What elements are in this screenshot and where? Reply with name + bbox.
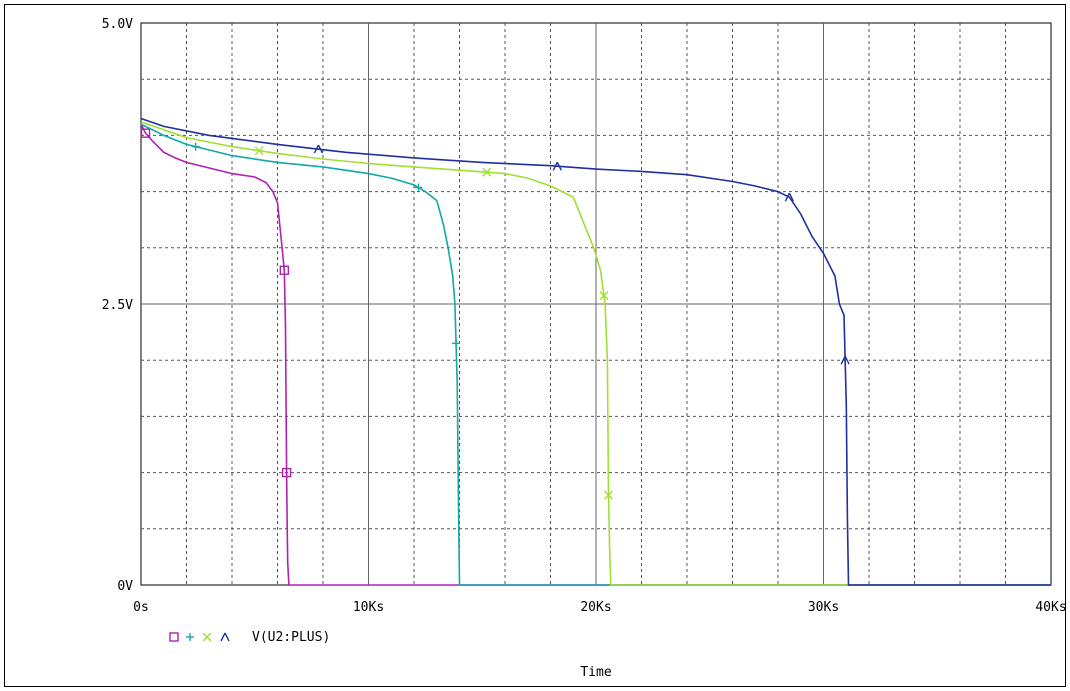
series-marker-4 [784,192,795,202]
series-line-4 [140,117,1051,586]
legend-marker-4 [220,632,230,642]
y-tick-label: 0V [117,579,133,594]
series-marker-2 [191,142,200,151]
series-line-3 [140,121,1051,586]
series-marker-3 [604,490,614,500]
series-marker-1 [281,467,292,478]
series-marker-2 [414,183,423,192]
legend-marker-2 [186,633,194,641]
plot-window [4,4,1066,687]
grid [141,23,1051,585]
x-axis-label: Time [580,665,611,680]
x-tick-label: 30Ks [808,600,839,615]
x-tick-label: 0s [133,600,149,615]
series-marker-3 [254,146,264,156]
series-marker-3 [482,167,492,177]
series-group [140,117,1051,586]
series-marker-1 [140,128,151,138]
series-marker-1 [279,265,290,275]
y-tick-label: 5.0V [102,17,133,32]
legend-marker-1 [169,632,179,642]
series-marker-2 [452,339,461,348]
series-marker-4 [840,355,850,365]
x-tick-label: 20Ks [580,600,611,615]
x-tick-label: 10Ks [353,600,384,615]
series-marker-4 [313,144,324,154]
y-tick-label: 2.5V [102,298,133,313]
legend: V(U2:PLUS) [169,630,330,645]
tick-labels: 0s 10Ks 20Ks 30Ks 40Ks 0V 2.5V 5.0V [102,17,1067,615]
series-line-2 [140,123,1051,586]
series-line-1 [140,123,1051,586]
series-marker-3 [599,291,609,301]
legend-label: V(U2:PLUS) [252,630,330,645]
series-marker-4 [552,161,562,171]
legend-marker-3 [202,632,212,642]
x-tick-label: 40Ks [1035,600,1066,615]
